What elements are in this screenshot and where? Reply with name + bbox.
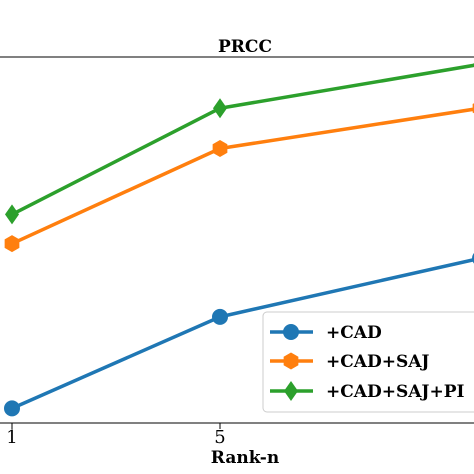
data-point-1-0 [4,235,20,253]
x-axis-title: Rank-n [211,448,279,468]
data-point-0-1 [212,308,228,325]
series-line-1 [11,107,474,246]
legend-box [262,311,474,413]
series-layer [4,62,474,417]
series-1 [4,103,474,253]
chart-title: PRCC [218,37,272,57]
x-ticks: 151 [6,423,226,448]
data-point-2-1 [213,98,227,119]
series-line-2 [11,63,474,216]
legend-label-2: +CAD+SAJ+PI [326,382,464,402]
legend: +CAD +CAD+SAJ +CAD+SAJ+PI [262,311,474,413]
series-2 [5,62,474,225]
legend-marker-2 [284,381,298,401]
legend-label-1: +CAD+SAJ [326,352,429,372]
x-tick-label-0: 1 [6,427,17,448]
data-point-1-1 [212,140,228,157]
data-point-2-0 [5,204,19,225]
legend-marker-1 [283,352,299,370]
legend-marker-0 [283,324,299,340]
data-point-0-0 [4,400,20,417]
x-tick-label-1: 5 [214,427,225,448]
legend-label-0: +CAD [326,323,382,343]
series-0 [4,253,474,417]
